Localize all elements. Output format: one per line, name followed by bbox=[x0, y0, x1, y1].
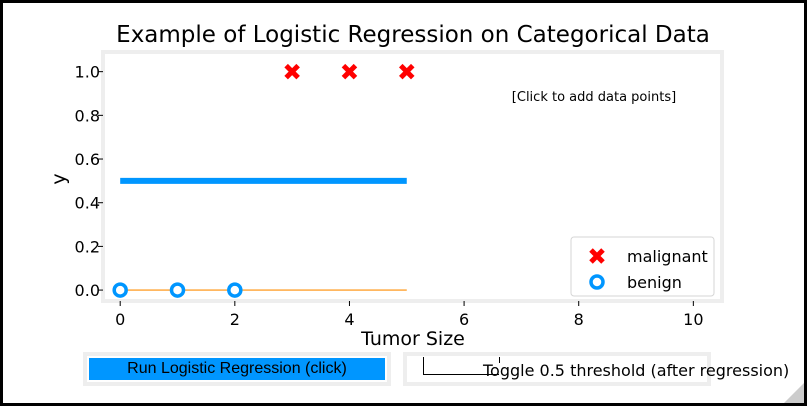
y-tick-label: 0.0 bbox=[75, 281, 100, 300]
x-axis-label: Tumor Size bbox=[360, 328, 465, 350]
click-hint-annotation: [Click to add data points] bbox=[512, 90, 676, 105]
run-logistic-regression-button[interactable]: Run Logistic Regression (click) bbox=[83, 352, 391, 386]
run-logistic-regression-label: Run Logistic Regression (click) bbox=[89, 358, 385, 380]
malignant-point bbox=[399, 63, 415, 80]
resize-handle[interactable] bbox=[784, 383, 804, 403]
x-tick-label: 4 bbox=[344, 310, 354, 329]
x-marker-stroke bbox=[589, 248, 605, 264]
benign-point bbox=[227, 282, 243, 298]
benign-point bbox=[112, 282, 128, 298]
chart[interactable]: Example of Logistic Regression on Catego… bbox=[3, 3, 804, 403]
x-tick-label: 0 bbox=[115, 310, 125, 329]
threshold-toggle-label[interactable]: Toggle 0.5 threshold (after regression) bbox=[483, 361, 790, 380]
legend-label: benign bbox=[627, 273, 682, 292]
y-tick-label: 0.4 bbox=[75, 194, 100, 213]
x-tick-label: 8 bbox=[574, 310, 584, 329]
x-marker-stroke bbox=[399, 63, 415, 80]
threshold-toggle-checkbox[interactable] bbox=[423, 357, 500, 375]
x-tick-label: 10 bbox=[683, 310, 703, 329]
legend-box bbox=[570, 236, 715, 297]
malignant-point bbox=[284, 63, 300, 80]
legend-malignant-marker bbox=[589, 248, 605, 264]
y-tick-label: 0.2 bbox=[75, 237, 100, 256]
y-axis-label: y bbox=[48, 173, 70, 184]
y-tick-label: 0.8 bbox=[75, 106, 100, 125]
chart-title: Example of Logistic Regression on Catego… bbox=[116, 22, 710, 48]
x-marker-stroke bbox=[284, 63, 300, 80]
y-tick-label: 1.0 bbox=[75, 63, 100, 82]
y-tick-label: 0.6 bbox=[75, 150, 100, 169]
legend-label: malignant bbox=[627, 247, 708, 266]
x-tick-label: 6 bbox=[459, 310, 469, 329]
x-marker-stroke bbox=[341, 63, 358, 80]
benign-point bbox=[169, 282, 186, 298]
malignant-point bbox=[341, 63, 358, 80]
threshold-toggle[interactable]: Toggle 0.5 threshold (after regression) bbox=[403, 352, 789, 386]
x-tick-label: 2 bbox=[230, 310, 240, 329]
legend: malignant benign bbox=[570, 236, 715, 297]
legend-benign-marker bbox=[589, 274, 605, 290]
